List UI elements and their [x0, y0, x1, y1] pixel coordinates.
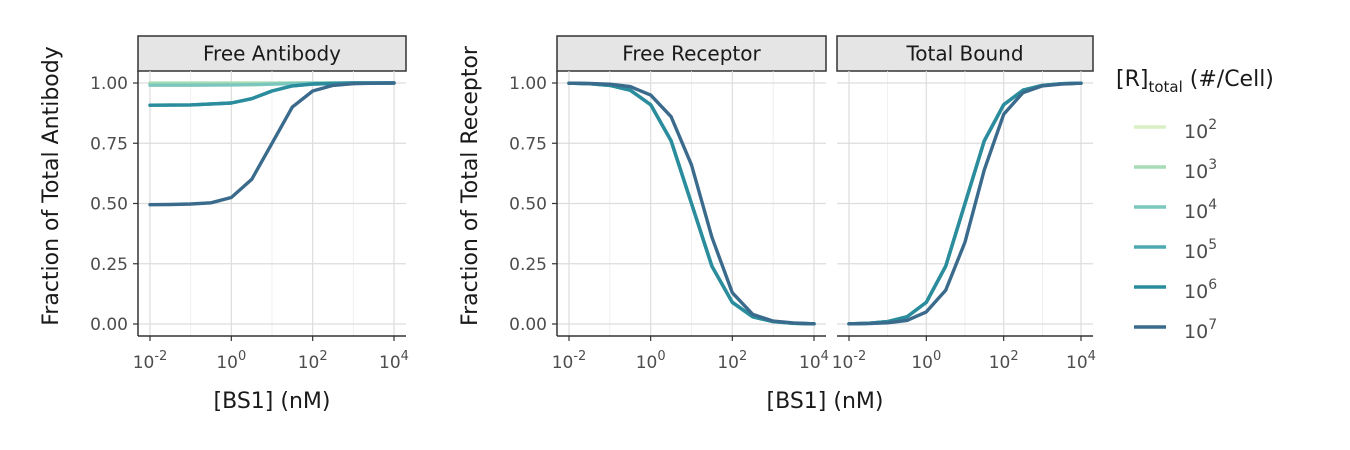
x-tick-label: 102	[717, 349, 747, 373]
x-tick-base: 10	[1066, 353, 1088, 373]
x-tick-label: 100	[636, 349, 666, 373]
legend-label-base: 10	[1184, 321, 1208, 343]
legend-label-exponent: 2	[1208, 117, 1217, 133]
legend-title: [R]total (#/Cell)	[1116, 67, 1274, 96]
x-tick-exponent: 0	[657, 349, 665, 364]
x-tick-base: 10	[298, 353, 320, 373]
strip-box	[137, 35, 407, 72]
x-tick-label: 102	[298, 349, 328, 373]
series-line-1e7	[847, 81, 1083, 326]
x-axis-title: [BS1] (nM)	[214, 389, 331, 414]
y-tick-label: 0.25	[90, 255, 128, 275]
x-tick-base: 10	[911, 353, 933, 373]
x-tick-exponent: 2	[319, 349, 327, 364]
y-tick-label: 0.75	[509, 134, 547, 154]
legend-label-exponent: 5	[1208, 237, 1217, 253]
strip-label: Free Antibody	[203, 42, 341, 66]
legend-label-base: 10	[1184, 281, 1208, 303]
y-tick-label: 0.50	[90, 195, 128, 215]
legend-label-base: 10	[1184, 201, 1208, 223]
x-tick-label: 104	[1066, 349, 1096, 373]
x-tick-label: 100	[216, 349, 246, 373]
strip-label: Free Receptor	[622, 42, 761, 66]
x-tick-exponent: 4	[821, 349, 829, 364]
x-tick-exponent: -2	[154, 349, 167, 364]
y-tick-label: 0.50	[509, 195, 547, 215]
x-tick-label: 104	[379, 349, 409, 373]
strip-label: Total Bound	[905, 42, 1023, 66]
x-tick-label: 10-2	[133, 349, 168, 373]
x-tick-label: 104	[799, 349, 829, 373]
strip-box	[556, 35, 827, 72]
x-tick-base: 10	[216, 353, 238, 373]
x-tick-exponent: 0	[238, 349, 246, 364]
legend-label-exponent: 7	[1208, 317, 1217, 333]
legend-label: 105	[1184, 237, 1217, 263]
x-tick-exponent: 0	[933, 349, 941, 364]
legend-label: 102	[1184, 117, 1217, 143]
x-axis-title: [BS1] (nM)	[767, 389, 884, 414]
legend-label-exponent: 6	[1208, 277, 1217, 293]
x-tick-base: 10	[799, 353, 821, 373]
x-tick-base: 10	[989, 353, 1011, 373]
legend-label: 107	[1184, 317, 1217, 343]
legend-title-rest: (#/Cell)	[1183, 67, 1274, 92]
strip-box	[836, 35, 1094, 72]
x-tick-exponent: 2	[1010, 349, 1018, 364]
legend-label-base: 10	[1184, 241, 1208, 263]
y-tick-label: 1.00	[90, 74, 128, 94]
legend-label-base: 10	[1184, 161, 1208, 183]
x-tick-base: 10	[832, 353, 854, 373]
x-tick-label: 10-2	[552, 349, 587, 373]
legend-label: 103	[1184, 157, 1217, 183]
legend-label-exponent: 3	[1208, 157, 1217, 173]
x-tick-label: 100	[911, 349, 941, 373]
x-tick-label: 10-2	[832, 349, 867, 373]
y-axis-title: Fraction of Total Receptor	[458, 45, 483, 326]
y-tick-label: 0.00	[90, 315, 128, 335]
x-tick-base: 10	[133, 353, 155, 373]
legend-label: 106	[1184, 277, 1217, 303]
legend-label-base: 10	[1184, 121, 1208, 143]
legend-label-exponent: 4	[1208, 197, 1217, 213]
y-tick-label: 0.00	[509, 315, 547, 335]
legend-title-main: [R]	[1116, 67, 1148, 92]
x-tick-exponent: 4	[1088, 349, 1096, 364]
x-tick-base: 10	[552, 353, 574, 373]
x-tick-label: 102	[989, 349, 1019, 373]
legend-title-subscript: total	[1148, 78, 1182, 96]
y-axis-title: Fraction of Total Antibody	[39, 46, 64, 326]
y-tick-label: 0.25	[509, 255, 547, 275]
x-tick-base: 10	[379, 353, 401, 373]
series-line-1e7	[148, 81, 396, 207]
x-tick-exponent: -2	[853, 349, 866, 364]
x-tick-exponent: 2	[739, 349, 747, 364]
x-tick-base: 10	[636, 353, 658, 373]
x-tick-exponent: -2	[573, 349, 586, 364]
series-line-1e7	[567, 81, 816, 326]
legend-label: 104	[1184, 197, 1217, 223]
x-tick-exponent: 4	[401, 349, 409, 364]
x-tick-base: 10	[717, 353, 739, 373]
y-tick-label: 0.75	[90, 134, 128, 154]
y-tick-label: 1.00	[509, 74, 547, 94]
